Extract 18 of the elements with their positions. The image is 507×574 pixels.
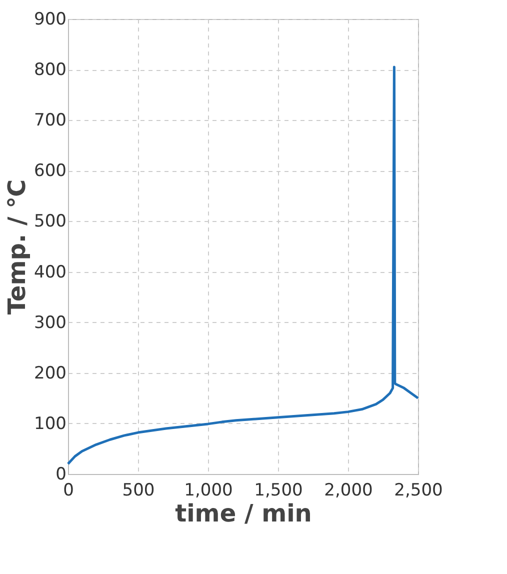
y-tick-label: 900	[34, 10, 66, 30]
y-tick-label: 700	[34, 110, 66, 131]
y-tick-label: 800	[34, 60, 66, 80]
x-tick-label: 1,000	[184, 480, 233, 500]
y-tick-label: 300	[34, 312, 66, 333]
y-tick-label: 0	[56, 464, 66, 484]
y-tick-label: 600	[34, 161, 66, 182]
x-axis-title: time / min	[175, 500, 312, 528]
y-axis-title: Temp. / ℃	[3, 179, 32, 315]
x-tick-label: 2,500	[394, 480, 443, 500]
x-tick-label: 500	[122, 480, 155, 500]
y-tick-label: 400	[34, 262, 66, 282]
y-tick-label: 500	[34, 212, 66, 232]
y-tick-label: 200	[34, 363, 66, 384]
line-series	[66, 66, 420, 466]
y-tick-label: 100	[34, 414, 66, 434]
x-tick-label: 1,500	[254, 480, 303, 500]
x-tick-label: 2,000	[324, 480, 373, 500]
